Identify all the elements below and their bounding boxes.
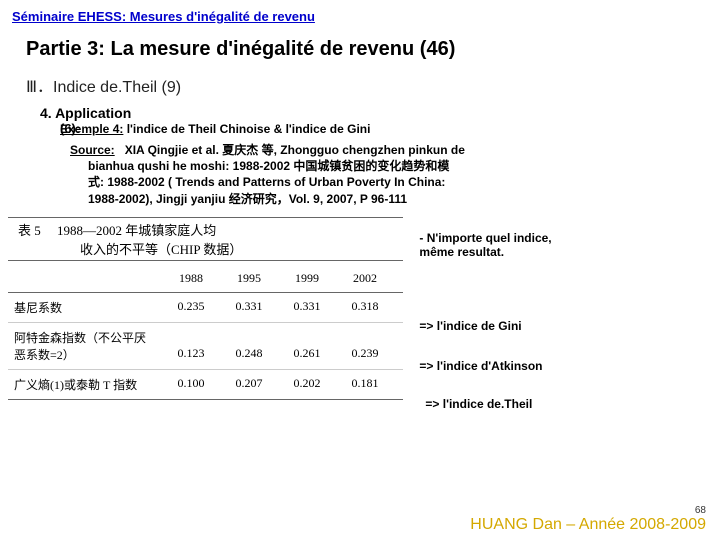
source-line4: 1988-2002), Jingji yanjiu 经济研究，Vol. 9, 2…	[70, 191, 708, 207]
table-title: 表 5 1988—2002 年城镇家庭人均	[8, 217, 403, 239]
cell: 0.235	[162, 299, 220, 316]
cell: 0.239	[336, 346, 394, 363]
page-number: 68	[470, 505, 706, 516]
cell: 0.181	[336, 376, 394, 393]
cell: 0.331	[220, 299, 278, 316]
note-theil: => l'indice de.Theil	[415, 391, 712, 417]
source-line1: XIA Qingjie et al. 夏庆杰 等, Zhongguo cheng…	[125, 143, 465, 157]
col-h2: 1995	[220, 271, 278, 286]
table-title-a: 表 5	[18, 223, 41, 238]
note-gini: => l'indice de Gini	[415, 313, 712, 339]
source-line2: bianhua qushi he moshi: 1988-2002 中国城镇贫困…	[70, 158, 708, 174]
example-text: l'indice de Theil Chinoise & l'indice de…	[127, 122, 371, 136]
table-row: 基尼系数 0.235 0.331 0.331 0.318	[8, 293, 403, 323]
subsection-num: 4.	[40, 105, 52, 121]
col-h3: 1999	[278, 271, 336, 286]
col-h4: 2002	[336, 271, 394, 286]
footer: 68 HUANG Dan – Année 2008-2009	[470, 505, 706, 534]
col-h0	[8, 271, 162, 286]
col-h1: 1988	[162, 271, 220, 286]
annotation-column: - N'importe quel indice, même resultat. …	[403, 217, 712, 417]
cell: 广义熵(1)或泰勒 T 指数	[8, 376, 162, 393]
cell: 恶系数=2）	[8, 346, 162, 363]
table-row: 阿特金森指数（不公平厌	[8, 323, 403, 346]
note-line: même resultat.	[419, 245, 504, 259]
cell: 0.331	[278, 299, 336, 316]
example-line: Exemple 4: l'indice de Theil Chinoise & …	[0, 122, 720, 140]
cell: 0.261	[278, 346, 336, 363]
cell: 0.202	[278, 376, 336, 393]
table-row: 广义熵(1)或泰勒 T 指数 0.100 0.207 0.202 0.181	[8, 370, 403, 400]
cell: 阿特金森指数（不公平厌	[8, 329, 162, 346]
note-any-index: - N'importe quel indice, même resultat.	[415, 225, 712, 265]
header-title: Séminaire EHESS: Mesures d'inégalité de …	[12, 9, 315, 24]
table-row: 恶系数=2） 0.123 0.248 0.261 0.239	[8, 346, 403, 370]
source-line3: 式: 1988-2002 ( Trends and Patterns of Ur…	[70, 174, 708, 190]
note-atkinson: => l'indice d'Atkinson	[415, 353, 712, 379]
table-header-row: 1988 1995 1999 2002	[8, 261, 403, 293]
subsection-label: Application	[55, 105, 131, 121]
cell: 0.123	[162, 346, 220, 363]
cell: 0.100	[162, 376, 220, 393]
source-block: Source: XIA Qingjie et al. 夏庆杰 等, Zhongg…	[0, 140, 720, 213]
cell	[162, 329, 220, 346]
cell: 0.248	[220, 346, 278, 363]
cell	[220, 329, 278, 346]
cell	[336, 329, 394, 346]
cell: 0.207	[220, 376, 278, 393]
cell	[278, 329, 336, 346]
note-line: - N'importe quel indice,	[419, 231, 551, 245]
cell: 基尼系数	[8, 299, 162, 316]
table-area: 表 5 1988—2002 年城镇家庭人均 收入的不平等（CHIP 数据） 19…	[0, 213, 720, 417]
table-title-b: 1988—2002 年城镇家庭人均	[57, 223, 216, 238]
example-label: Exemple 4:	[60, 122, 123, 136]
section-heading: Ⅲ．Indice de.Theil (9)	[0, 69, 720, 101]
main-title: Partie 3: La mesure d'inégalité de reven…	[0, 30, 720, 69]
source-label: Source:	[70, 143, 115, 157]
table-subtitle: 收入的不平等（CHIP 数据）	[8, 239, 403, 261]
author-line: HUANG Dan – Année 2008-2009	[470, 516, 706, 534]
data-table: 表 5 1988—2002 年城镇家庭人均 收入的不平等（CHIP 数据） 19…	[8, 217, 403, 417]
cell: 0.318	[336, 299, 394, 316]
header: Séminaire EHESS: Mesures d'inégalité de …	[0, 0, 720, 30]
subsection: 4. Application	[0, 101, 720, 121]
